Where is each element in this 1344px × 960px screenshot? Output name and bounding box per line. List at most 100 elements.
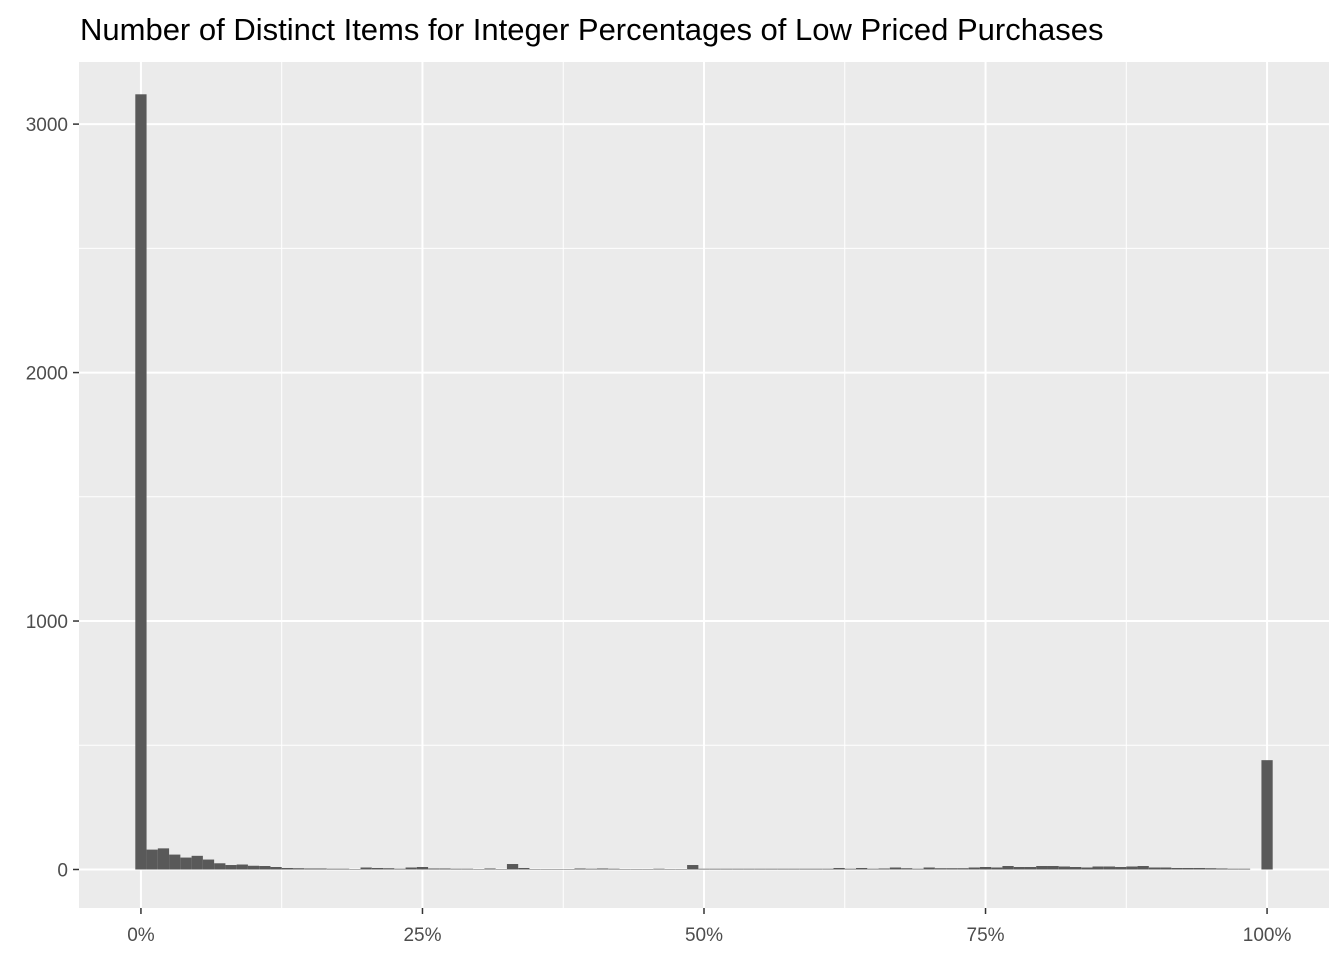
histogram-bar [236,864,248,870]
histogram-bar [270,867,282,870]
histogram-bar [202,859,215,870]
histogram-bar [1103,866,1116,870]
histogram-bar [214,863,226,870]
histogram-bar [1013,867,1025,870]
histogram-bar [810,868,823,870]
histogram-bar [461,868,474,870]
histogram-bar [889,867,902,870]
histogram-bar [1115,867,1127,870]
histogram-bar [765,868,778,870]
histogram-bar [991,867,1003,870]
histogram-bar [180,857,192,870]
x-tick-label: 75% [967,925,1005,946]
histogram-bar [1182,867,1194,870]
histogram-bar [1227,868,1239,870]
histogram-bar [518,867,530,870]
histogram-bar [225,865,237,870]
histogram-bar [169,854,181,870]
histogram-bar [506,864,519,870]
histogram-bar [304,868,316,870]
histogram-bar [281,867,293,870]
x-tick-label: 25% [403,925,441,946]
histogram-bar [698,868,710,870]
histogram-bar [1160,867,1172,870]
histogram-bar [1238,868,1251,870]
histogram-bar [326,868,339,870]
histogram-bar [946,868,958,870]
histogram-bar [720,868,733,870]
histogram-bar [979,867,992,870]
histogram-bar [597,868,609,870]
histogram-bar [1081,867,1093,870]
histogram-bar [1137,866,1149,870]
histogram-bar [957,868,969,870]
histogram-bar [1261,760,1273,870]
histogram-bar [191,855,203,870]
histogram-bar [867,868,879,870]
x-axis: 0% 25% 50% 75% 100% [127,908,1291,946]
x-tick-label: 0% [127,925,155,946]
histogram-bar [687,865,699,870]
y-tick-label: 2000 [26,364,68,385]
histogram-bar [878,868,890,870]
x-tick-label: 100% [1243,925,1292,946]
histogram-bar [135,94,147,870]
histogram-bar [923,867,935,870]
histogram-bar [777,868,789,870]
histogram-bar [416,867,429,870]
histogram-bar [709,868,721,870]
histogram-bar [934,868,947,870]
y-tick-label: 3000 [26,115,68,136]
histogram-bar [146,849,158,870]
histogram-bar [1002,866,1014,870]
histogram-bar [856,867,868,870]
histogram-bar [157,848,170,870]
histogram-bar [1126,866,1138,870]
histogram-bar [833,867,845,870]
histogram-bar [394,868,406,870]
histogram-bar [901,868,913,870]
histogram-bar [912,868,924,870]
histogram-bar [1069,867,1082,870]
histogram-bar [371,867,384,870]
histogram-bar [743,868,755,870]
histogram-bar [653,868,665,870]
histogram-bar [1193,867,1206,870]
histogram-bar [574,868,586,870]
histogram-bar [1148,867,1161,870]
histogram-bar [822,868,834,870]
histogram-bar [360,867,372,870]
histogram-bar [450,868,462,870]
histogram-bar [1058,866,1070,870]
histogram-bar [1171,867,1183,870]
histogram-bar [439,868,451,870]
histogram-bar [292,868,305,870]
histogram-bar [754,868,766,870]
histogram-bar [315,868,327,870]
histogram-bar [608,868,620,870]
histogram-bar [1036,866,1048,870]
histogram-bar [968,867,980,870]
histogram-bar [799,868,811,870]
histogram-bar [1047,866,1059,870]
histogram-bar [1205,868,1217,870]
histogram-bar [1216,868,1228,870]
bars [135,94,1273,870]
chart-title: Number of Distinct Items for Integer Per… [80,12,1103,47]
y-tick-label: 1000 [26,612,68,633]
histogram-bar [844,868,857,870]
histogram-bar [1024,867,1037,870]
histogram-bar [338,868,350,870]
histogram-bar [383,868,395,870]
histogram-bar [405,867,417,870]
histogram-bar [788,868,800,870]
y-tick-label: 0 [57,860,68,881]
histogram-bar [247,865,260,870]
histogram-bar [484,868,496,870]
histogram-bar [585,868,598,870]
histogram-bar [732,868,744,870]
histogram-bar [259,866,271,870]
histogram-bar [1092,866,1104,870]
x-tick-label: 50% [685,925,723,946]
